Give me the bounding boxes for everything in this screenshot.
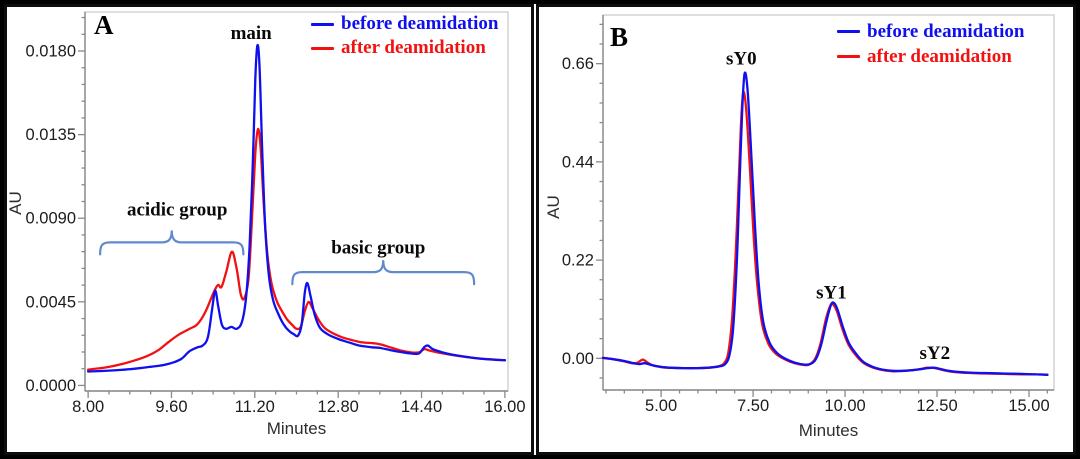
y-tick-label: 0.0135	[26, 126, 76, 144]
y-tick-label: 0.0000	[26, 377, 76, 395]
plot-border	[602, 14, 1055, 391]
x-tick-label: 7.50	[737, 397, 769, 415]
panel-A: 8.00 9.60 11.20 12.80 14.40 16.00 0.0000 0.0045…	[4, 4, 534, 455]
legend-line-red	[837, 55, 860, 58]
legend-item-after: after deamidation	[311, 36, 498, 60]
legend-label-after: after deamidation	[867, 45, 1012, 67]
legend-line-blue	[311, 22, 334, 26]
x-axis-label-B: Minutes	[798, 421, 859, 440]
group-label: basic group	[331, 238, 425, 259]
x-tick-label: 11.20	[235, 398, 275, 416]
x-tick-label: 10.00	[824, 397, 865, 415]
peak-label-sY0: sY0	[726, 48, 757, 69]
y-tick-label: 0.44	[562, 153, 594, 171]
legend-item-after: after deamidation	[837, 44, 1024, 69]
x-axis-label-A: Minutes	[266, 419, 327, 438]
chromatogram-A-plot: 8.00 9.60 11.20 12.80 14.40 16.00 0.0000 0.0045…	[26, 11, 526, 416]
y-tick-label: 0.0180	[26, 43, 76, 61]
panel-letter-B: B	[610, 22, 629, 52]
legend-B: before deamidation after deamidation	[837, 19, 1024, 69]
peak-label-main: main	[231, 23, 273, 44]
y-axis-label-B: AU	[544, 195, 563, 219]
group-brace	[99, 230, 245, 256]
x-tick-label: 8.00	[72, 398, 104, 416]
y-axis-label-A: AU	[6, 191, 25, 215]
group-label: acidic group	[127, 199, 227, 220]
x-tick-label: 5.00	[645, 397, 677, 415]
trace-after-deamidation	[86, 127, 507, 371]
legend-line-red	[311, 46, 334, 50]
y-tick-label: 0.66	[562, 55, 594, 73]
x-tick-label: 9.60	[155, 398, 187, 416]
peak-label-sY2: sY2	[919, 343, 950, 364]
group-brace	[291, 260, 476, 286]
x-tick-label: 12.50	[916, 397, 957, 415]
legend-label-before: before deamidation	[341, 13, 499, 34]
x-tick-label: 15.00	[1008, 397, 1049, 415]
x-tick-label: 14.40	[401, 398, 442, 416]
trace-before-deamidation	[601, 71, 1049, 376]
y-tick-label: 0.00	[562, 350, 594, 368]
legend-label-before: before deamidation	[867, 20, 1025, 42]
legend-item-before: before deamidation	[311, 12, 498, 36]
peak-label-sY1: sY1	[816, 282, 847, 303]
y-tick-label: 0.0090	[26, 210, 76, 228]
legend-label-after: after deamidation	[341, 37, 486, 58]
legend-line-blue	[837, 30, 860, 33]
x-tick-label: 16.00	[484, 398, 525, 416]
y-tick-label: 0.22	[562, 252, 594, 270]
chromatogram-B-plot: 5.00 7.50 10.00 12.50 15.00 0.00 0.22 0.44 0.66 s…	[562, 14, 1055, 415]
panel-B: 5.00 7.50 10.00 12.50 15.00 0.00 0.22 0.44 0.66 s…	[536, 4, 1076, 455]
legend-A: before deamidation after deamidation	[311, 12, 498, 60]
y-tick-label: 0.0045	[26, 293, 76, 311]
trace-before-deamidation	[86, 43, 507, 373]
panel-letter-A: A	[94, 10, 114, 40]
legend-item-before: before deamidation	[837, 19, 1024, 44]
x-tick-label: 12.80	[318, 398, 359, 416]
